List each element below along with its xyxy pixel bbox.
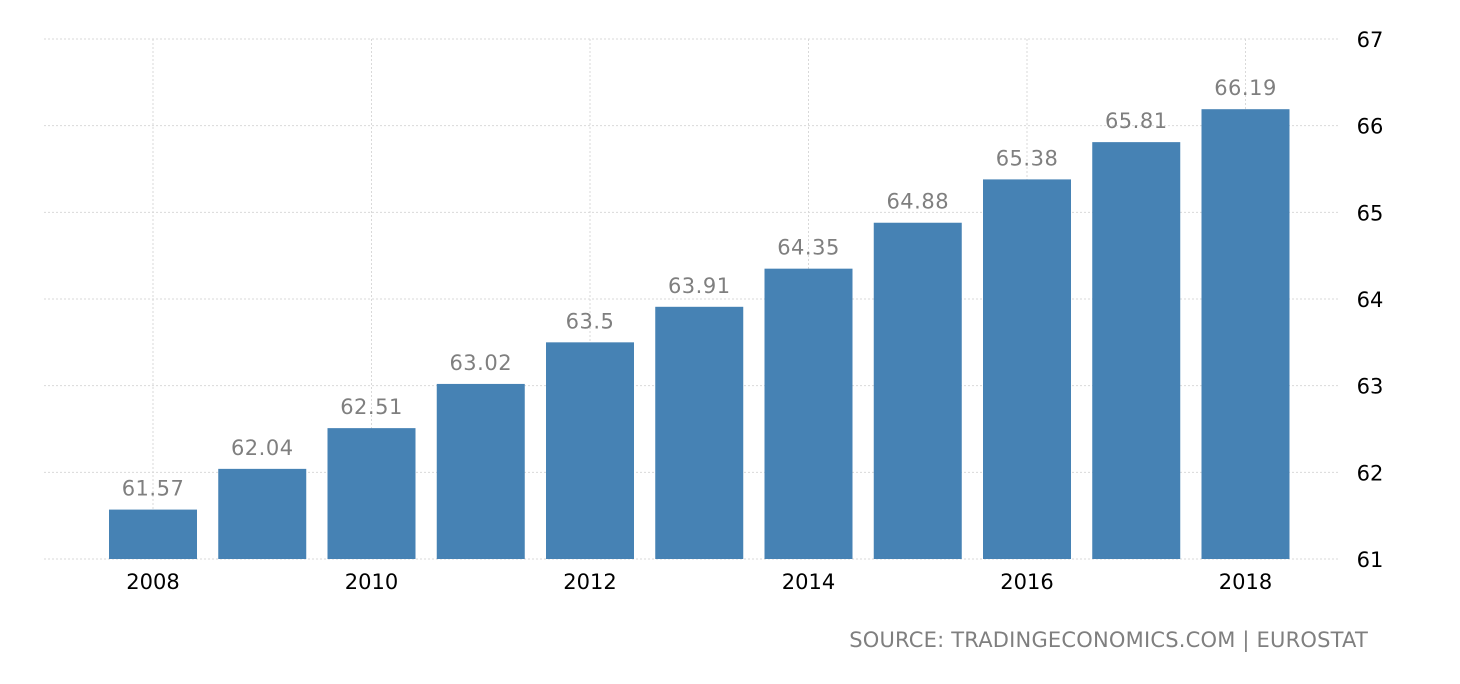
bar-2011 (436, 383, 525, 559)
value-label-2010: 62.51 (340, 395, 403, 419)
x-tick-label: 2016 (1000, 570, 1053, 594)
y-tick-label: 67 (1357, 28, 1384, 52)
value-label-2017: 65.81 (1105, 109, 1168, 133)
value-label-2016: 65.38 (996, 146, 1059, 170)
bar-2015 (873, 222, 962, 559)
bar-2014 (764, 268, 853, 559)
bar-2017 (1092, 142, 1181, 559)
bar-2018 (1201, 109, 1290, 559)
value-label-2008: 61.57 (122, 477, 185, 501)
bar-2008 (109, 509, 197, 559)
value-label-2009: 62.04 (231, 436, 294, 460)
y-tick-label: 66 (1357, 115, 1384, 139)
bar-2016 (983, 179, 1071, 559)
x-tick-label: 2008 (126, 570, 179, 594)
bars (109, 109, 1290, 559)
x-tick-label: 2012 (563, 570, 616, 594)
y-tick-label: 63 (1357, 375, 1384, 399)
x-axis-ticks: 2008 2010 2012 2014 2016 2018 (126, 570, 1272, 594)
bar-2013 (655, 306, 744, 559)
value-label-2012: 63.5 (566, 309, 615, 333)
y-tick-label: 65 (1357, 201, 1384, 225)
x-tick-label: 2010 (345, 570, 398, 594)
bar-2010 (327, 428, 416, 559)
value-label-2013: 63.91 (668, 274, 731, 298)
value-label-2015: 64.88 (886, 190, 949, 214)
y-axis-ticks: 61 62 63 64 65 66 67 (1357, 28, 1384, 572)
x-tick-label: 2018 (1219, 570, 1272, 594)
value-label-2011: 63.02 (449, 351, 512, 375)
value-labels: 61.57 62.04 62.51 63.02 63.5 63.91 64.35 64.88 6… (122, 76, 1277, 500)
y-tick-label: 62 (1357, 461, 1384, 485)
bar-2009 (218, 468, 307, 559)
y-tick-label: 64 (1357, 288, 1384, 312)
source-caption: SOURCE: TRADINGECONOMICS.COM | EUROSTAT (849, 628, 1368, 652)
y-tick-label: 61 (1357, 548, 1384, 572)
x-tick-label: 2014 (782, 570, 835, 594)
value-label-2014: 64.35 (777, 236, 840, 260)
bar-2012 (546, 342, 634, 559)
value-label-2018: 66.19 (1214, 76, 1277, 100)
